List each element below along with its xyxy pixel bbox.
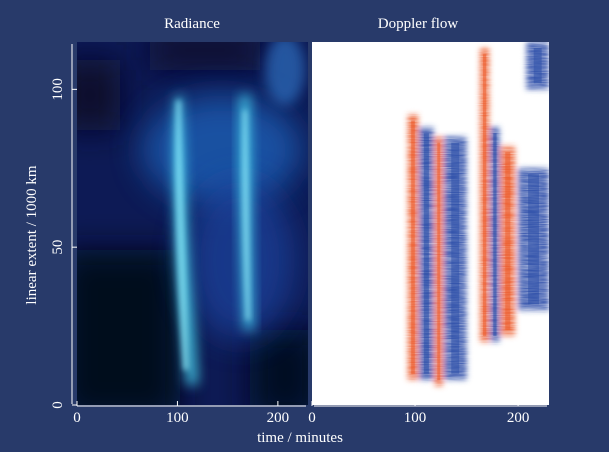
- doppler-x-tick-label: 0: [308, 410, 316, 426]
- y-tick-label: 100: [50, 78, 66, 101]
- radiance-diffuse-glow: [185, 180, 295, 340]
- radiance-x-tick-label: 0: [73, 410, 81, 426]
- doppler-band-core: [411, 120, 415, 374]
- doppler-x-tick-label: 100: [404, 410, 427, 426]
- doppler-band-core: [451, 142, 460, 374]
- radiance-x-tick-label: 100: [166, 410, 189, 426]
- radiance-dark-region: [150, 42, 260, 70]
- doppler-heatmap: [312, 42, 549, 405]
- radiance-dark-region: [250, 330, 308, 405]
- axes: [71, 44, 547, 407]
- radiance-bright-streak: [175, 100, 189, 370]
- doppler-band-core: [423, 133, 429, 374]
- doppler-speckle-mask: [312, 42, 549, 405]
- radiance-panel-title: Radiance: [164, 16, 220, 32]
- doppler-band-core: [528, 174, 539, 305]
- radiance-dark-region: [77, 60, 120, 130]
- doppler-band-core: [493, 133, 497, 336]
- y-tick-label: 50: [50, 240, 66, 255]
- doppler-x-tick-label: 200: [507, 410, 530, 426]
- doppler-band-core: [505, 152, 511, 330]
- y-axis-label: linear extent / 1000 km: [24, 165, 40, 304]
- radiance-diffuse-glow: [265, 42, 305, 105]
- y-tick-label: 0: [50, 401, 66, 409]
- doppler-band-core: [533, 48, 542, 84]
- radiance-dark-region: [77, 250, 180, 405]
- doppler-panel-title: Doppler flow: [378, 16, 459, 32]
- doppler-band-core: [482, 54, 487, 336]
- doppler-band-core: [437, 142, 441, 381]
- radiance-x-tick-label: 200: [267, 410, 290, 426]
- x-axis-label: time / minutes: [257, 430, 343, 446]
- radiance-heatmap: [77, 42, 308, 405]
- radiance-bright-streak: [242, 110, 250, 320]
